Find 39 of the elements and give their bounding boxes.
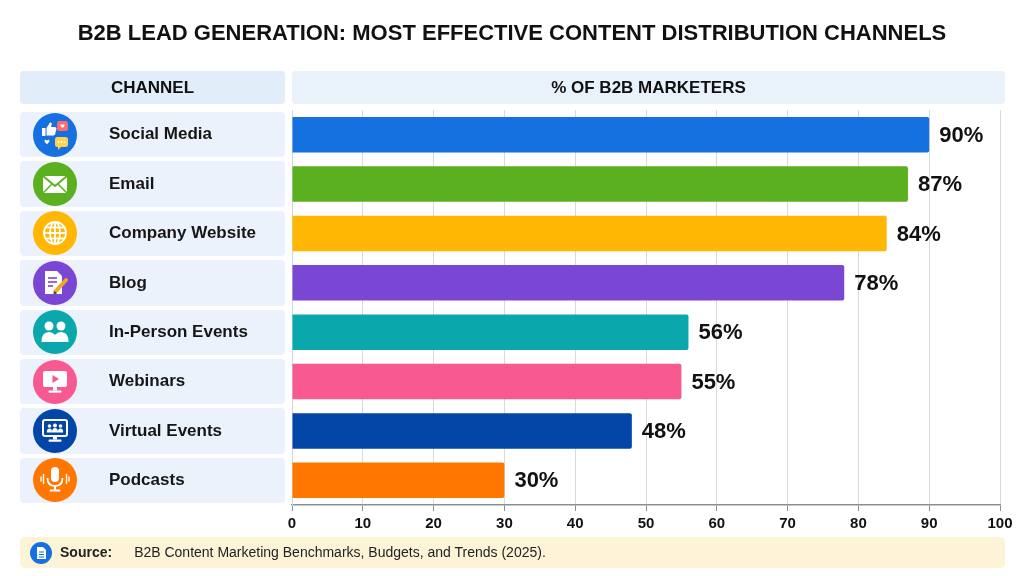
x-tick-label: 90 <box>920 514 938 532</box>
bar <box>292 413 632 449</box>
y-tick-label: In-Person Events <box>109 321 248 341</box>
x-axis-title: % OF B2B MARKETERS <box>551 77 746 98</box>
x-tick-label: 100 <box>987 514 1013 532</box>
data-label: 55% <box>691 368 736 394</box>
x-tick-label: 40 <box>566 514 584 532</box>
x-tick-label: 0 <box>287 514 297 532</box>
bar <box>292 363 682 400</box>
x-tick-label: 20 <box>425 514 442 532</box>
x-tick-label: 50 <box>637 514 655 532</box>
x-tick-label: 80 <box>850 514 867 532</box>
data-label: 30% <box>514 467 559 493</box>
bar <box>292 166 908 202</box>
y-tick-label: Social Media <box>109 124 213 144</box>
y-tick-label: Webinars <box>109 371 186 391</box>
bar <box>292 116 930 153</box>
bar <box>292 462 505 499</box>
y-axis-title: CHANNEL <box>110 77 195 98</box>
bar <box>292 314 689 350</box>
data-label: 48% <box>641 418 686 443</box>
data-label: 87% <box>917 171 963 197</box>
y-tick-label: Blog <box>109 272 147 292</box>
x-tick-label: 70 <box>779 514 796 532</box>
y-tick-label: Company Website <box>109 223 257 243</box>
text: Source: B2B Content Marketing Benchmarks, Budgets, and Trends (2025). <box>60 544 546 560</box>
x-tick-label: 30 <box>496 514 513 532</box>
bar <box>292 265 845 301</box>
x-tick-label: 60 <box>708 514 726 532</box>
x-tick-label: 10 <box>354 514 372 532</box>
y-tick-label: Podcasts <box>109 470 185 489</box>
data-label: 78% <box>854 269 899 295</box>
data-label: 90% <box>939 121 984 147</box>
data-label: 84% <box>896 220 941 246</box>
y-tick-label: Email <box>109 173 155 193</box>
chart-title: B2B LEAD GENERATION: MOST EFFECTIVE CONTENT DISTRIBUTION CHANNELS <box>77 20 947 45</box>
y-tick-label: Virtual Events <box>109 420 223 440</box>
data-label: 56% <box>698 319 743 345</box>
bar <box>292 215 887 252</box>
